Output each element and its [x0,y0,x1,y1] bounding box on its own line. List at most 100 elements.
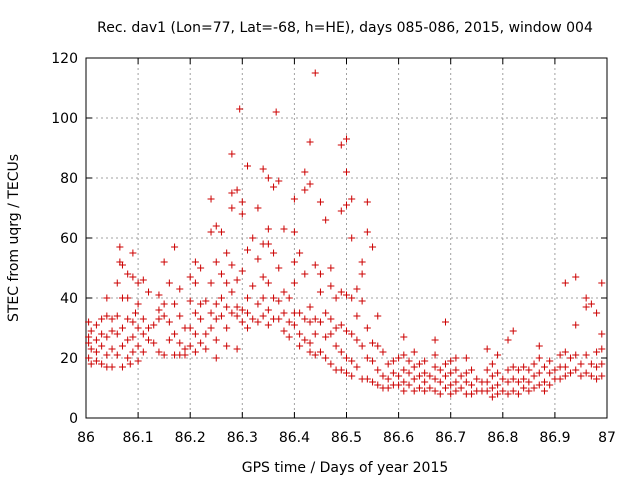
data-point [311,261,319,269]
data-point [254,255,262,263]
data-point [462,354,470,362]
data-point [572,366,580,374]
data-point [587,372,595,380]
data-point [593,363,601,371]
x-tick-label: 86 [77,430,95,446]
data-point [535,369,543,377]
data-point [186,297,194,305]
x-tick-label: 87 [598,430,616,446]
data-point [176,339,184,347]
data-point [384,360,392,368]
data-point [238,267,246,275]
data-point [483,378,491,386]
data-point [306,318,314,326]
data-point [129,273,137,281]
data-point [150,321,158,329]
data-point [139,348,147,356]
data-point [233,186,241,194]
data-point [322,333,330,341]
data-point [316,198,324,206]
data-point [129,318,137,326]
data-point [483,345,491,353]
data-point [285,318,293,326]
data-point [337,207,345,215]
data-point [431,336,439,344]
x-tick-label: 86.7 [435,430,466,446]
data-point [322,354,330,362]
data-point [223,342,231,350]
data-point [264,279,272,287]
data-point [405,369,413,377]
data-point [332,294,340,302]
data-point [160,351,168,359]
data-point [556,351,564,359]
data-point [134,357,142,365]
data-point [431,351,439,359]
data-point [483,366,491,374]
data-point [165,336,173,344]
data-point [363,375,371,383]
data-point [535,354,543,362]
data-point [353,336,361,344]
data-point [525,387,533,395]
data-point [561,372,569,380]
data-point [514,366,522,374]
data-point [228,288,236,296]
data-point [540,387,548,395]
data-point [546,381,554,389]
data-point [343,327,350,335]
data-point [384,384,392,392]
data-point [395,381,403,389]
data-point [311,351,319,359]
data-point [118,261,126,269]
data-point [520,375,528,383]
data-point [254,300,262,308]
data-point [358,342,366,350]
data-point [306,180,314,188]
data-point [181,345,189,353]
data-point [296,309,304,317]
data-point [415,384,423,392]
data-point [348,372,356,380]
data-point [191,330,199,338]
data-point [155,291,163,299]
data-point [202,345,210,353]
data-point [191,258,199,266]
data-point [535,381,543,389]
data-point [212,315,220,323]
data-point [223,303,231,311]
data-point [452,378,460,386]
data-point [509,375,517,383]
data-point [113,312,121,320]
data-point [363,354,371,362]
data-point [504,336,512,344]
data-point [316,318,324,326]
data-point [223,279,231,287]
data-point [374,342,382,350]
data-point [212,300,220,308]
data-point [259,273,267,281]
data-point [113,279,121,287]
data-point [441,360,449,368]
data-point [275,177,283,185]
data-point [520,363,528,371]
data-point [98,330,106,338]
data-point [353,363,361,371]
y-axis-label: STEC from uqrg / TECUs [6,154,22,322]
data-point [488,393,496,401]
data-point [431,375,439,383]
data-point [369,357,377,365]
data-point [327,360,335,368]
data-point [155,306,163,314]
data-point [400,351,408,359]
data-point [452,366,460,374]
data-point [593,309,601,317]
data-point [264,174,272,182]
data-point [400,378,408,386]
data-point [160,258,168,266]
data-point [363,324,371,332]
data-point [207,195,215,203]
data-point [369,378,377,386]
data-point [87,345,95,353]
data-point [343,291,350,299]
